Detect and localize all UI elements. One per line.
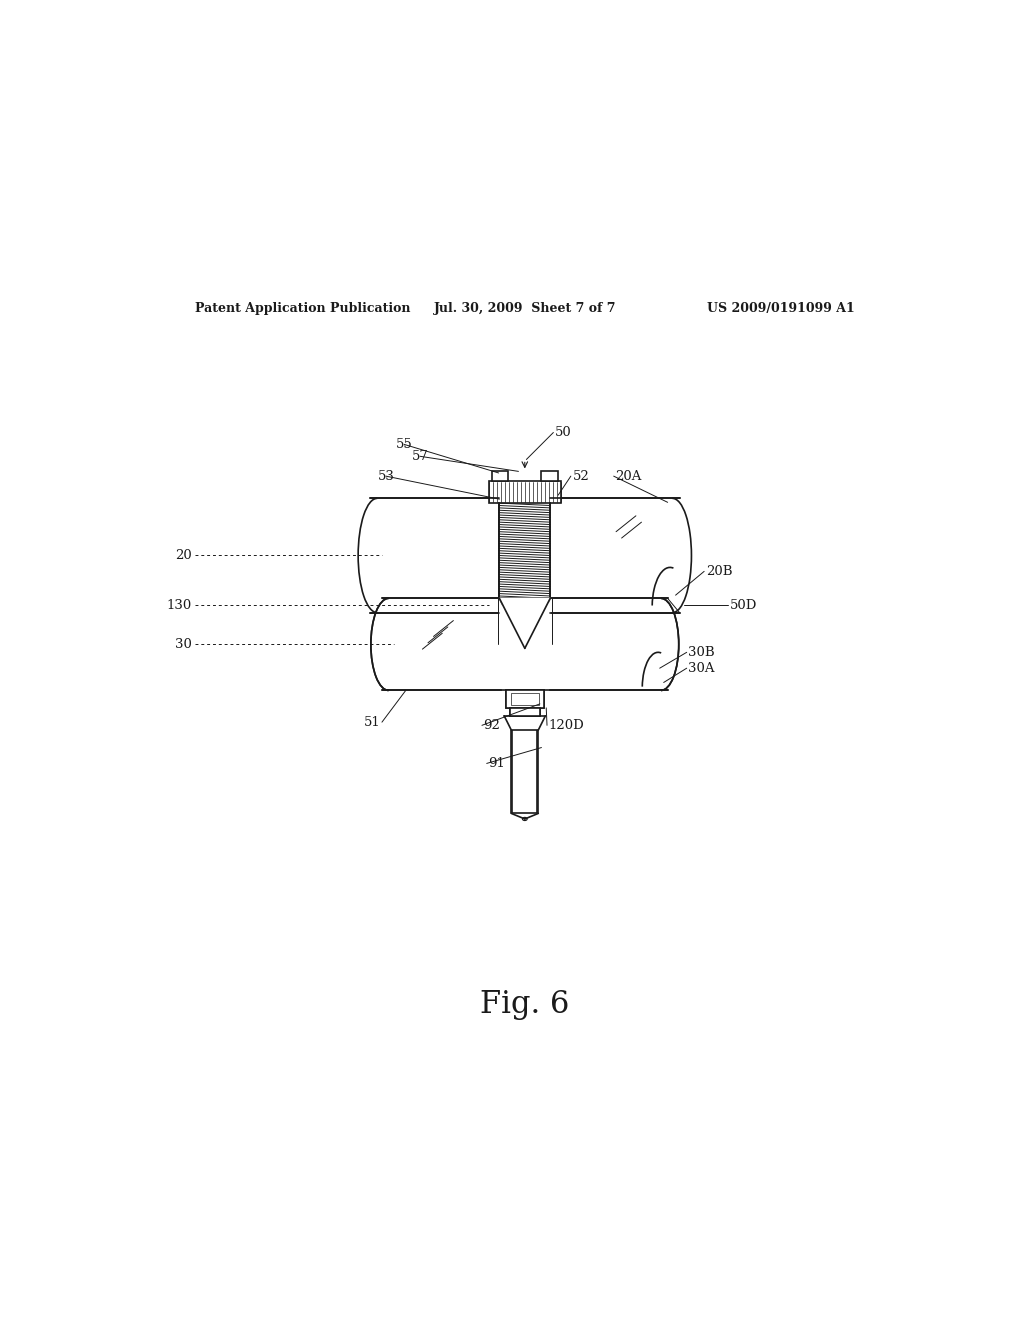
- Text: 50: 50: [555, 426, 571, 440]
- Bar: [511, 693, 539, 705]
- Bar: [510, 708, 540, 715]
- Polygon shape: [500, 598, 550, 648]
- Bar: [489, 480, 560, 503]
- Text: Patent Application Publication: Patent Application Publication: [196, 301, 411, 314]
- Polygon shape: [511, 813, 539, 821]
- Text: 91: 91: [488, 756, 505, 770]
- Bar: [506, 690, 544, 708]
- Bar: [512, 730, 538, 813]
- Text: 53: 53: [378, 470, 395, 483]
- Text: 20A: 20A: [615, 470, 642, 483]
- Text: 92: 92: [483, 719, 501, 731]
- Text: Jul. 30, 2009  Sheet 7 of 7: Jul. 30, 2009 Sheet 7 of 7: [433, 301, 616, 314]
- Polygon shape: [502, 598, 548, 690]
- Text: US 2009/0191099 A1: US 2009/0191099 A1: [708, 301, 855, 314]
- Polygon shape: [500, 499, 550, 612]
- Text: 20: 20: [175, 549, 191, 562]
- Text: 30B: 30B: [688, 645, 715, 659]
- Text: Fig. 6: Fig. 6: [480, 989, 569, 1020]
- Text: 55: 55: [396, 438, 413, 451]
- Text: 51: 51: [364, 715, 380, 729]
- Bar: [492, 471, 508, 480]
- Bar: [510, 708, 540, 715]
- Bar: [511, 693, 539, 705]
- Bar: [542, 471, 558, 480]
- Text: 30A: 30A: [688, 661, 715, 675]
- Text: 130: 130: [166, 599, 191, 612]
- Text: 30: 30: [175, 638, 191, 651]
- Bar: [500, 503, 550, 598]
- Text: 50D: 50D: [729, 599, 757, 612]
- Text: 20B: 20B: [706, 565, 732, 578]
- Text: 57: 57: [412, 450, 429, 463]
- Text: 52: 52: [572, 470, 589, 483]
- Bar: [506, 690, 544, 708]
- Polygon shape: [504, 715, 546, 730]
- Polygon shape: [500, 598, 550, 648]
- Text: 120D: 120D: [549, 719, 585, 731]
